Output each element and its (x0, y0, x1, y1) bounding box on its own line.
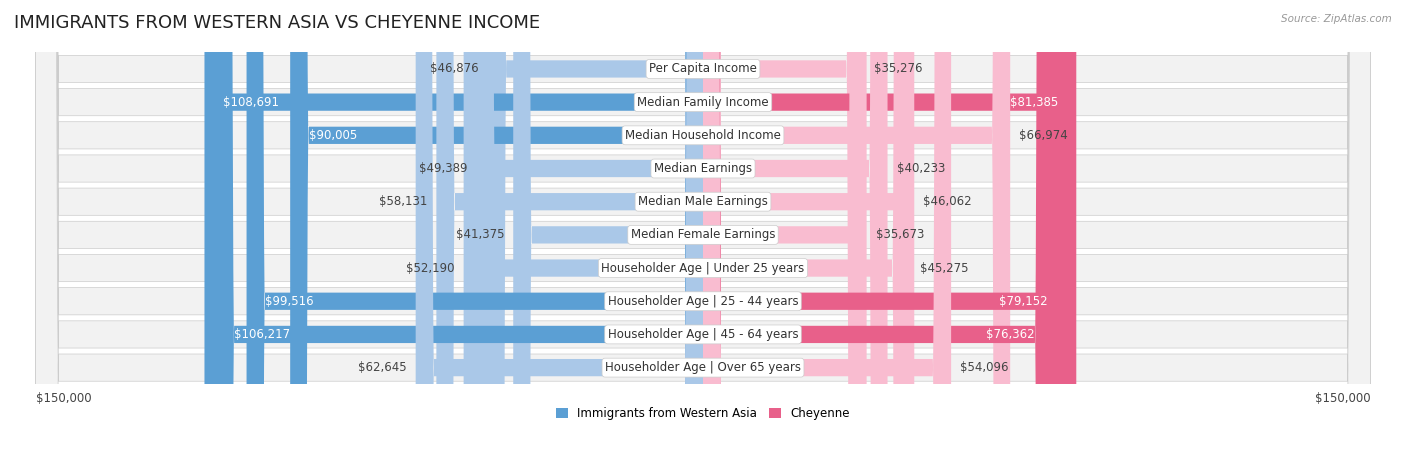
FancyBboxPatch shape (703, 0, 865, 467)
FancyBboxPatch shape (703, 0, 1053, 467)
Text: $150,000: $150,000 (1315, 391, 1371, 404)
Text: $49,389: $49,389 (419, 162, 467, 175)
FancyBboxPatch shape (488, 0, 703, 467)
FancyBboxPatch shape (215, 0, 703, 467)
Legend: Immigrants from Western Asia, Cheyenne: Immigrants from Western Asia, Cheyenne (551, 403, 855, 425)
FancyBboxPatch shape (416, 0, 703, 467)
Text: Householder Age | Over 65 years: Householder Age | Over 65 years (605, 361, 801, 374)
Text: Householder Age | Under 25 years: Householder Age | Under 25 years (602, 262, 804, 275)
FancyBboxPatch shape (290, 0, 703, 467)
Text: Median Family Income: Median Family Income (637, 96, 769, 109)
FancyBboxPatch shape (35, 0, 1371, 467)
Text: $54,096: $54,096 (960, 361, 1008, 374)
Text: $150,000: $150,000 (35, 391, 91, 404)
FancyBboxPatch shape (436, 0, 703, 467)
Text: $35,673: $35,673 (876, 228, 924, 241)
Text: $79,152: $79,152 (1000, 295, 1047, 308)
FancyBboxPatch shape (464, 0, 703, 467)
FancyBboxPatch shape (703, 0, 866, 467)
FancyBboxPatch shape (35, 0, 1371, 467)
FancyBboxPatch shape (35, 0, 1371, 467)
Text: $46,876: $46,876 (430, 63, 479, 76)
Text: $45,275: $45,275 (920, 262, 969, 275)
Text: Householder Age | 25 - 44 years: Householder Age | 25 - 44 years (607, 295, 799, 308)
Text: $35,276: $35,276 (875, 63, 922, 76)
FancyBboxPatch shape (703, 0, 914, 467)
FancyBboxPatch shape (35, 0, 1371, 467)
FancyBboxPatch shape (703, 0, 887, 467)
Text: Median Male Earnings: Median Male Earnings (638, 195, 768, 208)
Text: Per Capita Income: Per Capita Income (650, 63, 756, 76)
FancyBboxPatch shape (703, 0, 911, 467)
Text: $106,217: $106,217 (235, 328, 290, 341)
FancyBboxPatch shape (35, 0, 1371, 467)
Text: Median Household Income: Median Household Income (626, 129, 780, 142)
FancyBboxPatch shape (246, 0, 703, 467)
Text: $40,233: $40,233 (897, 162, 945, 175)
FancyBboxPatch shape (35, 0, 1371, 467)
FancyBboxPatch shape (703, 0, 1076, 467)
Text: $46,062: $46,062 (924, 195, 972, 208)
Text: $108,691: $108,691 (222, 96, 278, 109)
FancyBboxPatch shape (204, 0, 703, 467)
FancyBboxPatch shape (703, 0, 1010, 467)
FancyBboxPatch shape (477, 0, 703, 467)
Text: $76,362: $76,362 (986, 328, 1035, 341)
Text: Householder Age | 45 - 64 years: Householder Age | 45 - 64 years (607, 328, 799, 341)
Text: Source: ZipAtlas.com: Source: ZipAtlas.com (1281, 14, 1392, 24)
Text: $58,131: $58,131 (378, 195, 427, 208)
FancyBboxPatch shape (703, 0, 950, 467)
Text: Median Earnings: Median Earnings (654, 162, 752, 175)
FancyBboxPatch shape (35, 0, 1371, 467)
FancyBboxPatch shape (513, 0, 703, 467)
Text: $99,516: $99,516 (264, 295, 314, 308)
Text: IMMIGRANTS FROM WESTERN ASIA VS CHEYENNE INCOME: IMMIGRANTS FROM WESTERN ASIA VS CHEYENNE… (14, 14, 540, 32)
Text: $90,005: $90,005 (308, 129, 357, 142)
Text: Median Female Earnings: Median Female Earnings (631, 228, 775, 241)
Text: $81,385: $81,385 (1010, 96, 1057, 109)
Text: $41,375: $41,375 (456, 228, 505, 241)
FancyBboxPatch shape (703, 0, 1066, 467)
FancyBboxPatch shape (35, 0, 1371, 467)
FancyBboxPatch shape (35, 0, 1371, 467)
Text: $52,190: $52,190 (406, 262, 454, 275)
FancyBboxPatch shape (35, 0, 1371, 467)
Text: $62,645: $62,645 (359, 361, 406, 374)
Text: $66,974: $66,974 (1019, 129, 1069, 142)
